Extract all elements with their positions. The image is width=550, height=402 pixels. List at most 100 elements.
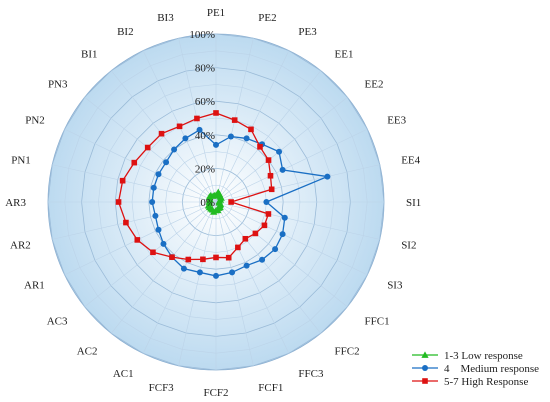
legend-label: 5-7 High Response bbox=[444, 376, 528, 388]
series-2 bbox=[149, 126, 331, 279]
axis-label-ffc2: FFC2 bbox=[335, 346, 360, 358]
data-point-3-ar2 bbox=[123, 219, 129, 226]
data-point-2-pn2 bbox=[155, 171, 162, 178]
axis-label-ee1: EE1 bbox=[335, 49, 354, 61]
data-point-3-ee1 bbox=[257, 144, 263, 150]
grid-spoke bbox=[64, 201, 217, 276]
axis-label-si1: SI1 bbox=[406, 197, 421, 209]
data-point-2-ffc1 bbox=[272, 246, 279, 253]
data-point-2-ee3 bbox=[279, 166, 286, 173]
grid-spoke bbox=[215, 201, 321, 334]
grid-spoke bbox=[215, 201, 368, 276]
radial-tick-label: 80% bbox=[195, 63, 215, 75]
axis-label-pe1: PE1 bbox=[207, 7, 225, 19]
data-point-3-si2 bbox=[265, 211, 272, 217]
data-point-1-bi3 bbox=[210, 191, 219, 199]
axis-label-pn3: PN3 bbox=[48, 79, 68, 91]
radial-tick-label: 20% bbox=[195, 163, 215, 175]
axis-label-ee4: EE4 bbox=[401, 155, 420, 167]
legend-entry-1: 1-3 Low response bbox=[412, 350, 523, 362]
data-point-3-bi1 bbox=[158, 130, 165, 137]
radial-tick-label: 100% bbox=[189, 29, 215, 41]
data-point-2-bi1 bbox=[171, 146, 178, 153]
axis-label-bi3: BI3 bbox=[157, 12, 174, 24]
grid-spoke bbox=[52, 201, 217, 240]
grid-spoke bbox=[215, 70, 321, 203]
data-point-2-pn3 bbox=[163, 159, 170, 166]
data-point-2-pe3 bbox=[243, 135, 250, 142]
data-point-2-si3 bbox=[279, 231, 286, 238]
axis-label-fcf2: FCF2 bbox=[203, 387, 228, 399]
data-point-3-pe1 bbox=[213, 110, 219, 116]
grid-spoke bbox=[215, 201, 348, 307]
axis-label-pe2: PE2 bbox=[258, 12, 276, 24]
data-point-3-ffc2 bbox=[242, 235, 249, 242]
axis-labels: PE1 PE2 PE3 EE1 EE2 EE3 EE4 SI1 SI2 SI3 FFC1 FFC2 FF… bbox=[5, 7, 421, 399]
data-point-2-ac1 bbox=[180, 265, 187, 272]
series-layer bbox=[115, 110, 331, 279]
data-point-2-fcf3 bbox=[196, 269, 203, 276]
data-point-3-si3 bbox=[261, 222, 268, 229]
data-point-2-si2 bbox=[281, 214, 288, 221]
grid-spoke bbox=[215, 201, 254, 366]
data-point-2-ffc2 bbox=[259, 256, 266, 263]
grid-spoke bbox=[178, 201, 217, 366]
data-point-3-ar1 bbox=[134, 237, 141, 243]
data-point-3-ee2 bbox=[265, 157, 272, 163]
axis-label-bi2: BI2 bbox=[117, 26, 134, 38]
data-point-3-ac3 bbox=[150, 249, 156, 256]
radial-tick-label: 60% bbox=[195, 96, 215, 108]
data-point-2-fcf2 bbox=[213, 272, 219, 279]
data-point-2-pe2 bbox=[227, 133, 234, 140]
data-point-3-pn3 bbox=[144, 144, 151, 151]
data-point-2-ffc3 bbox=[243, 262, 250, 269]
grid-spoke bbox=[215, 164, 380, 203]
axis-label-ee2: EE2 bbox=[365, 79, 384, 91]
data-point-3-ee4 bbox=[268, 186, 275, 193]
data-point-3-ar3 bbox=[115, 199, 122, 205]
radial-tick-label: 40% bbox=[195, 130, 215, 142]
data-point-2-ee4 bbox=[324, 173, 331, 180]
data-point-3-fcf1 bbox=[225, 254, 232, 261]
grid-spoke bbox=[142, 201, 217, 354]
data-point-3-pe2 bbox=[231, 117, 238, 123]
data-point-3-fcf2 bbox=[213, 254, 219, 261]
grid-spoke bbox=[215, 201, 380, 240]
data-point-3-ac1 bbox=[185, 256, 192, 263]
data-point-2-bi2 bbox=[182, 135, 189, 142]
data-point-3-si1 bbox=[228, 199, 234, 205]
axis-label-ac2: AC2 bbox=[77, 346, 98, 358]
axis-label-ee3: EE3 bbox=[387, 115, 406, 127]
series-3 bbox=[115, 110, 275, 263]
legend-entry-2: 4 Medium response bbox=[412, 363, 539, 375]
data-point-3-ffc3 bbox=[235, 244, 241, 251]
data-point-3-ee3 bbox=[267, 172, 274, 179]
grid-spoke bbox=[215, 50, 290, 203]
data-point-3-ac2 bbox=[169, 254, 175, 260]
axis-label-ac1: AC1 bbox=[113, 368, 134, 380]
data-point-3-ffc1 bbox=[252, 230, 259, 237]
data-point-2-ar2 bbox=[152, 212, 159, 219]
axis-label-ffc1: FFC1 bbox=[365, 316, 390, 328]
axis-label-pn2: PN2 bbox=[25, 115, 45, 127]
data-point-3-bi2 bbox=[176, 123, 183, 130]
grid-spoke bbox=[215, 97, 348, 203]
legend-label: 1-3 Low response bbox=[444, 350, 523, 362]
data-point-3-pe3 bbox=[248, 126, 254, 133]
axis-label-ffc3: FFC3 bbox=[298, 368, 324, 380]
data-point-2-ar3 bbox=[149, 199, 156, 205]
data-point-2-si1 bbox=[263, 199, 270, 205]
data-point-2-pe1 bbox=[213, 141, 219, 148]
legend-marker bbox=[422, 378, 428, 384]
grid-spoke bbox=[215, 128, 368, 203]
grid-spoke bbox=[111, 201, 217, 334]
radial-tick-label: 0% bbox=[200, 197, 215, 209]
data-point-2-fcf1 bbox=[229, 269, 236, 276]
legend-marker bbox=[422, 365, 428, 371]
axis-label-bi1: BI1 bbox=[81, 49, 98, 61]
data-point-2-ac3 bbox=[160, 240, 167, 247]
axis-label-fcf3: FCF3 bbox=[149, 382, 175, 394]
legend-marker bbox=[421, 351, 429, 358]
